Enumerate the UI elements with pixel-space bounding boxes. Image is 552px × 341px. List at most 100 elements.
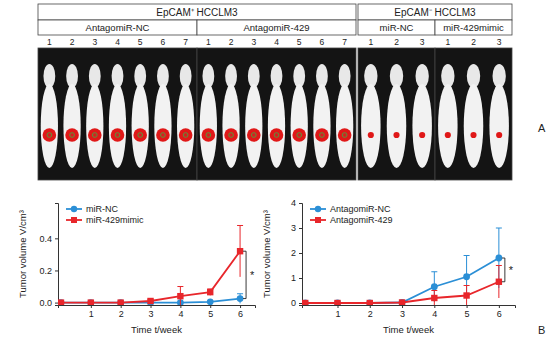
mouse-body [245, 84, 262, 168]
signal-core [138, 133, 143, 138]
bracket-line [502, 258, 505, 282]
point [399, 299, 406, 305]
point [302, 300, 309, 305]
y-tick-mark [55, 238, 58, 239]
signal [224, 128, 238, 142]
error-bar [496, 228, 502, 288]
significance-bracket [243, 251, 246, 298]
mouse-number: 3 [251, 37, 256, 47]
mouse-image [412, 64, 432, 168]
point [367, 300, 373, 305]
x-tick-mark [338, 305, 339, 308]
y-tick-mark [299, 203, 302, 204]
x-tick-mark [499, 305, 500, 308]
y-tick-label: 0.4 [39, 234, 52, 244]
mouse-body [438, 84, 458, 168]
y-axis-title: Tumor volume V/cm³ [261, 210, 272, 298]
signal-core [274, 133, 279, 138]
point [495, 255, 502, 262]
mouse-body [86, 84, 103, 168]
mouse-image [154, 64, 171, 168]
legend-entry: AntagomiR-NC [310, 204, 391, 214]
mouse-image [109, 64, 126, 168]
x-tick-label: 3 [400, 309, 405, 319]
x-tick-label: 2 [368, 309, 373, 319]
mouse-image [63, 64, 80, 168]
annotation: * [509, 264, 514, 276]
signal-core [161, 133, 166, 138]
mouse-image [361, 64, 381, 168]
legend-marker [71, 206, 77, 212]
x-tick-label: 1 [335, 309, 340, 319]
mouse-number: 3 [420, 37, 425, 47]
mouse-number: 2 [394, 37, 399, 47]
y-tick-label: 0 [291, 298, 296, 308]
x-axis-line [303, 306, 516, 309]
x-tick: 5 [465, 305, 470, 319]
mouse-image [86, 64, 103, 168]
x-tick-mark [151, 305, 152, 308]
signal [88, 128, 102, 142]
point [431, 283, 438, 290]
mouse-number: 4 [115, 37, 120, 47]
mouse-number: 2 [471, 37, 476, 47]
mouse-body [489, 84, 509, 168]
point [431, 295, 437, 301]
signal [156, 128, 170, 142]
x-axis: 123456 [303, 305, 516, 319]
signal [419, 132, 425, 138]
annotation: * [250, 269, 255, 281]
panel-a: EpCAM⁺ HCCLM3AntagomiR-NC1234567Antagomi… [38, 4, 512, 180]
signal [445, 132, 451, 138]
error-bar-cap [496, 265, 502, 266]
signal-core [342, 133, 347, 138]
x-tick-label: 5 [208, 309, 213, 319]
signal-core [297, 133, 302, 138]
point [334, 300, 340, 305]
point [302, 300, 308, 305]
legend-marker [315, 217, 321, 223]
legend-entry: AntagomiR-429 [310, 215, 393, 225]
bracket-line [243, 251, 246, 298]
y-tick: 2 [291, 248, 302, 258]
mouse-image [132, 64, 149, 168]
y-tick: 3 [291, 223, 302, 233]
chart: 1234560.00.20.4Time t/weekTumor volume V… [17, 204, 256, 336]
mouse-body [412, 84, 432, 168]
point [399, 299, 405, 305]
point [147, 298, 153, 304]
point [87, 299, 94, 305]
mouse-number: 1 [445, 37, 450, 47]
error-bar-cap [464, 255, 470, 256]
mouse-body [200, 84, 217, 168]
y-tick: 0.2 [39, 266, 58, 276]
x-tick-mark [210, 305, 211, 308]
mouse-number: 2 [70, 37, 75, 47]
y-axis-line [299, 204, 303, 306]
error-bar-cap [431, 290, 437, 291]
figure: EpCAM⁺ HCCLM3AntagomiR-NC1234567Antagomi… [0, 0, 552, 341]
x-tick-mark [402, 305, 403, 308]
subgroup-header-box [435, 20, 512, 35]
mouse-body [177, 84, 194, 168]
point [58, 299, 64, 305]
y-axis-title: Tumor volume V/cm³ [17, 210, 28, 298]
signal-core [251, 133, 256, 138]
legend-marker [315, 206, 321, 212]
signal-core [320, 133, 325, 138]
error-bar [431, 272, 437, 302]
signal-core [183, 133, 188, 138]
mouse-image [222, 64, 239, 168]
mouse-number: 2 [229, 37, 234, 47]
image-background [358, 48, 435, 180]
point [334, 300, 341, 305]
mouse-body [361, 84, 381, 168]
error-bar [496, 266, 502, 299]
error-bar-cap [431, 271, 437, 272]
x-axis-line [59, 306, 256, 309]
y-tick-label: 3 [291, 223, 296, 233]
x-tick-label: 6 [238, 309, 243, 319]
x-tick-mark [467, 305, 468, 308]
mouse-image [464, 64, 484, 168]
error-bar [177, 287, 183, 305]
